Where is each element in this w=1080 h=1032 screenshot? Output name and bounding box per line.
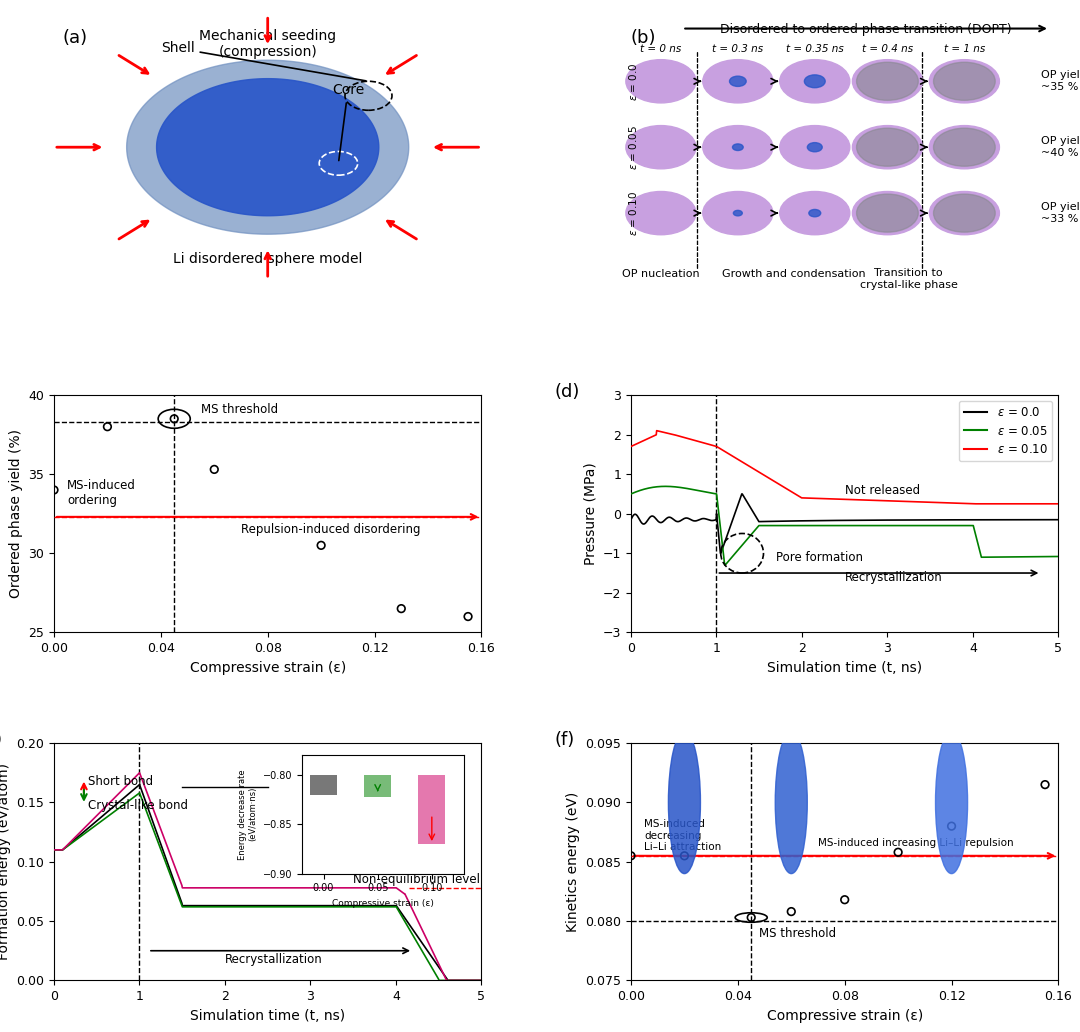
Text: (e): (e) [0, 732, 2, 749]
Point [783, 903, 800, 920]
Text: MS threshold: MS threshold [759, 927, 836, 940]
Circle shape [732, 143, 743, 151]
Circle shape [703, 192, 773, 234]
Circle shape [780, 192, 850, 234]
Circle shape [856, 128, 918, 166]
Text: OP yield =
~33 %: OP yield = ~33 % [1041, 202, 1080, 224]
Circle shape [733, 211, 742, 216]
Circle shape [809, 209, 821, 217]
Text: Non-equilibrium level: Non-equilibrium level [353, 873, 481, 886]
Text: MS threshold: MS threshold [201, 402, 278, 416]
Circle shape [933, 62, 995, 100]
Text: OP yield =
~35 %: OP yield = ~35 % [1041, 70, 1080, 92]
Text: Short bond: Short bond [89, 775, 153, 787]
Circle shape [852, 192, 922, 234]
Text: t = 0.35 ns: t = 0.35 ns [786, 44, 843, 55]
Point [205, 461, 222, 478]
Text: Pore formation: Pore formation [777, 551, 863, 565]
Circle shape [935, 732, 968, 874]
Legend: $\varepsilon$ = 0.0, $\varepsilon$ = 0.05, $\varepsilon$ = 0.10: $\varepsilon$ = 0.0, $\varepsilon$ = 0.0… [959, 401, 1053, 461]
Text: Repulsion-induced disordering: Repulsion-induced disordering [241, 523, 420, 536]
X-axis label: Compressive strain (ε): Compressive strain (ε) [190, 660, 346, 675]
Text: Disordered to ordered phase transition (DOPT): Disordered to ordered phase transition (… [720, 24, 1012, 36]
Circle shape [703, 60, 773, 103]
Circle shape [852, 60, 922, 103]
Text: t = 0 ns: t = 0 ns [640, 44, 681, 55]
Circle shape [852, 126, 922, 169]
Y-axis label: Pressure (MPa): Pressure (MPa) [583, 462, 597, 566]
Text: OP yield =
~40 %: OP yield = ~40 % [1041, 136, 1080, 158]
Point [45, 482, 63, 498]
Circle shape [669, 732, 701, 874]
Y-axis label: Kinetics energy (eV): Kinetics energy (eV) [566, 792, 580, 932]
Text: Recrystallization: Recrystallization [225, 953, 323, 966]
Circle shape [626, 60, 696, 103]
Text: t = 0.3 ns: t = 0.3 ns [713, 44, 764, 55]
Text: MS-induced increasing Li–Li repulsion: MS-induced increasing Li–Li repulsion [818, 838, 1014, 847]
Text: MS-induced
decreasing
Li–Li attraction: MS-induced decreasing Li–Li attraction [645, 819, 721, 852]
Circle shape [775, 732, 807, 874]
Text: $\varepsilon$ = 0.0: $\varepsilon$ = 0.0 [626, 62, 638, 100]
Text: Core: Core [332, 84, 364, 161]
Text: t = 0.4 ns: t = 0.4 ns [862, 44, 913, 55]
Point [393, 601, 410, 617]
Circle shape [856, 194, 918, 232]
Text: (f): (f) [554, 732, 575, 749]
Text: (b): (b) [631, 29, 657, 46]
Circle shape [729, 76, 746, 87]
Text: (d): (d) [554, 383, 580, 401]
Point [1037, 776, 1054, 793]
Circle shape [808, 142, 822, 152]
Circle shape [780, 60, 850, 103]
Text: Li disordered sphere model: Li disordered sphere model [173, 252, 363, 266]
Polygon shape [157, 78, 379, 216]
Text: Not released: Not released [845, 484, 920, 497]
Circle shape [933, 194, 995, 232]
Text: (a): (a) [63, 29, 87, 46]
Point [312, 537, 329, 553]
Text: $\varepsilon$ = 0.05: $\varepsilon$ = 0.05 [626, 125, 638, 170]
Text: t = 1 ns: t = 1 ns [944, 44, 985, 55]
Point [890, 844, 907, 861]
Text: Crystal-like bond: Crystal-like bond [89, 800, 188, 812]
Circle shape [933, 128, 995, 166]
Y-axis label: Formation energy (eV/atom): Formation energy (eV/atom) [0, 764, 11, 960]
Circle shape [626, 126, 696, 169]
Point [622, 847, 639, 864]
Text: Growth and condensation: Growth and condensation [721, 268, 865, 279]
Circle shape [856, 62, 918, 100]
Text: OP nucleation: OP nucleation [622, 268, 700, 279]
Text: $\varepsilon$ = 0.10: $\varepsilon$ = 0.10 [626, 191, 638, 235]
Point [743, 909, 760, 926]
Point [459, 608, 476, 624]
Text: MS-induced
ordering: MS-induced ordering [67, 479, 136, 507]
Y-axis label: Ordered phase yield (%): Ordered phase yield (%) [9, 429, 23, 599]
Circle shape [703, 126, 773, 169]
Point [98, 418, 116, 434]
Circle shape [780, 126, 850, 169]
Point [676, 847, 693, 864]
Polygon shape [126, 60, 408, 234]
Circle shape [929, 126, 999, 169]
X-axis label: Compressive strain (ε): Compressive strain (ε) [767, 1008, 922, 1023]
Text: Shell: Shell [161, 41, 366, 80]
Circle shape [929, 60, 999, 103]
Circle shape [805, 75, 825, 88]
Circle shape [626, 192, 696, 234]
Point [943, 818, 960, 835]
Text: Transition to
crystal-like phase: Transition to crystal-like phase [860, 268, 958, 290]
Text: Recrystallization: Recrystallization [845, 571, 943, 584]
X-axis label: Simulation time (t, ns): Simulation time (t, ns) [190, 1008, 346, 1023]
Circle shape [929, 192, 999, 234]
X-axis label: Simulation time (t, ns): Simulation time (t, ns) [767, 660, 922, 675]
Text: Mechanical seeding
(compression): Mechanical seeding (compression) [199, 29, 336, 59]
Point [165, 411, 183, 427]
Point [836, 892, 853, 908]
